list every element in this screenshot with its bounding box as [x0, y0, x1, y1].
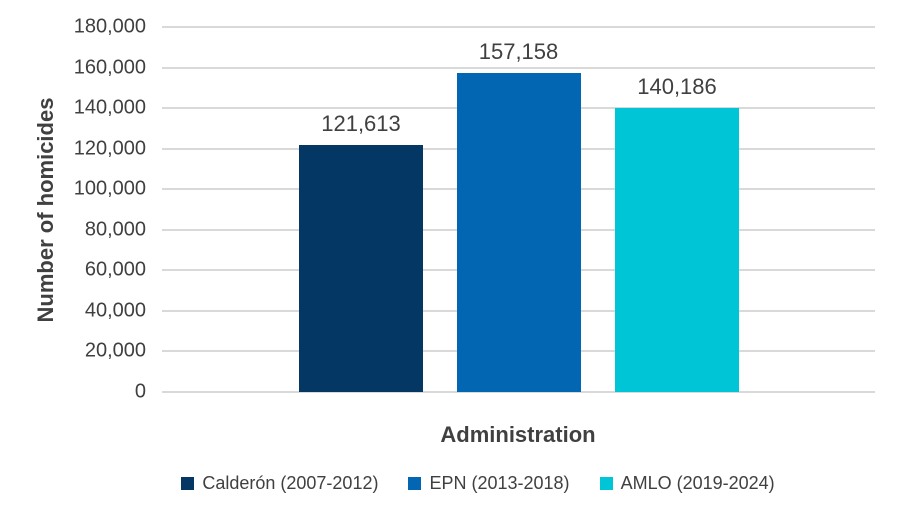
- y-axis-tick-labels: 0 20,000 40,000 60,000 80,000 100,000 120,000 1…: [0, 16, 146, 403]
- legend-item: AMLO (2019-2024): [599, 473, 775, 494]
- plot-area: 121,613 157,158 140,186: [162, 26, 875, 393]
- y-tick-label: 0: [134, 380, 146, 403]
- y-tick-label: 140,000: [73, 96, 146, 119]
- bar-1: [299, 145, 423, 392]
- y-tick-label: 20,000: [84, 339, 146, 362]
- bar-data-label: 157,158: [478, 39, 559, 65]
- legend-swatch-icon: [599, 477, 613, 490]
- legend-label: AMLO (2019-2024): [620, 473, 775, 493]
- x-axis-title: Administration: [440, 422, 596, 447]
- y-tick-label: 80,000: [84, 218, 146, 241]
- y-tick-label: 60,000: [84, 258, 146, 281]
- gridline: [162, 26, 875, 28]
- bar-2: [456, 73, 581, 392]
- bar-data-label: 140,186: [637, 73, 717, 99]
- legend-item: Calderón (2007-2012): [181, 473, 378, 494]
- chart-legend: Calderón (2007-2012) EPN (2013-2018) AMLO …: [28, 473, 900, 494]
- y-tick-label: 180,000: [73, 15, 146, 38]
- gridline: [162, 391, 875, 393]
- legend-label: Calderón (2007-2012): [202, 473, 379, 493]
- legend-swatch-icon: [181, 477, 195, 490]
- y-tick-label: 120,000: [73, 137, 146, 160]
- y-tick-label: 100,000: [73, 177, 146, 200]
- legend-label: EPN (2013-2018): [429, 473, 570, 493]
- y-tick-label: 160,000: [73, 56, 146, 79]
- y-tick-label: 40,000: [84, 299, 146, 322]
- legend-item: EPN (2013-2018): [408, 473, 570, 494]
- gridline: [162, 66, 875, 69]
- bar-data-label: 121,613: [321, 111, 401, 137]
- bar-3: [615, 107, 739, 392]
- legend-swatch-icon: [408, 477, 422, 490]
